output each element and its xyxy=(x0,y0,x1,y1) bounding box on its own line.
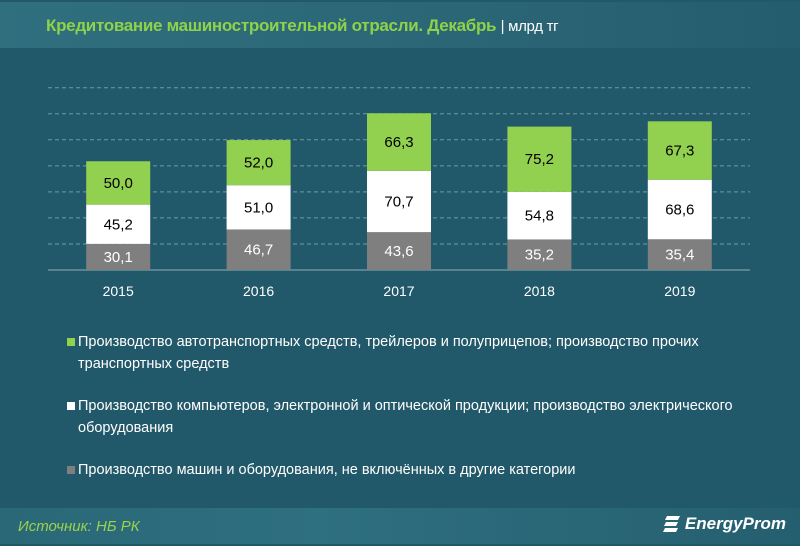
bar-segment xyxy=(647,121,712,180)
logo-text: EnergyProm xyxy=(684,514,786,533)
data-label: 43,6 xyxy=(384,243,413,260)
x-tick-label: 2019 xyxy=(664,283,695,299)
x-tick-label: 2016 xyxy=(243,283,274,299)
unit-label: | млрд тг xyxy=(500,18,559,35)
logo-icon xyxy=(662,516,680,532)
bar-segment xyxy=(507,126,572,192)
x-tick-label: 2017 xyxy=(383,283,414,299)
legend-swatch-green xyxy=(67,338,75,346)
data-label: 67,3 xyxy=(665,143,694,160)
bar-segment xyxy=(226,140,291,186)
bar-segment xyxy=(367,232,431,270)
data-label: 54,8 xyxy=(525,208,554,225)
bar-segment xyxy=(367,170,431,233)
title-text: Кредитование машиностроительной отрасли.… xyxy=(46,16,497,35)
footer-band: Источник: НБ РК EnergyProm xyxy=(0,508,800,544)
bar-segment xyxy=(367,113,431,171)
bar-segment xyxy=(86,204,151,244)
data-label: 68,6 xyxy=(665,202,694,219)
legend-item-electronics: Производство компьютеров, электронной и … xyxy=(67,395,758,439)
bar-segment xyxy=(226,185,291,230)
data-label: 45,2 xyxy=(104,216,133,233)
legend-item-transport: Производство автотранспортных средств, т… xyxy=(67,331,758,375)
source-label: Источник: НБ РК xyxy=(18,518,140,535)
legend-label: Производство машин и оборудования, не вк… xyxy=(78,462,576,478)
data-label: 70,7 xyxy=(384,193,413,210)
data-label: 35,4 xyxy=(665,247,694,264)
x-tick-label: 2015 xyxy=(103,283,134,299)
x-tick-label: 2018 xyxy=(524,283,555,299)
legend-label: Производство автотранспортных средств, т… xyxy=(78,334,699,372)
legend-item-machinery: Производство машин и оборудования, не вк… xyxy=(67,459,758,481)
bar-segment xyxy=(507,191,572,240)
header-band: Кредитование машиностроительной отрасли.… xyxy=(0,2,800,48)
data-label: 51,0 xyxy=(244,199,273,216)
data-label: 50,0 xyxy=(104,175,133,192)
chart-plot: 30,1 45,2 50,0 2015 46,7 51,0 52,0 2016 43,6 70,7… xyxy=(48,87,750,299)
data-label: 35,2 xyxy=(525,247,554,264)
data-label: 52,0 xyxy=(244,155,273,172)
data-label: 30,1 xyxy=(104,249,133,266)
data-label: 46,7 xyxy=(244,242,273,259)
bar-segment xyxy=(647,179,712,240)
bar-segment xyxy=(226,229,291,270)
data-label: 75,2 xyxy=(525,151,554,168)
bar-segment xyxy=(86,243,151,270)
bar-segment xyxy=(86,161,151,205)
bar-segment xyxy=(507,239,572,270)
legend-label: Производство компьютеров, электронной и … xyxy=(78,398,733,436)
bar-segment xyxy=(647,239,712,270)
legend-swatch-gray xyxy=(67,466,75,474)
energyprom-logo: EnergyProm xyxy=(662,514,786,534)
chart-title: Кредитование машиностроительной отрасли.… xyxy=(46,16,559,36)
legend-swatch-white xyxy=(67,402,75,410)
data-label: 66,3 xyxy=(384,134,413,151)
